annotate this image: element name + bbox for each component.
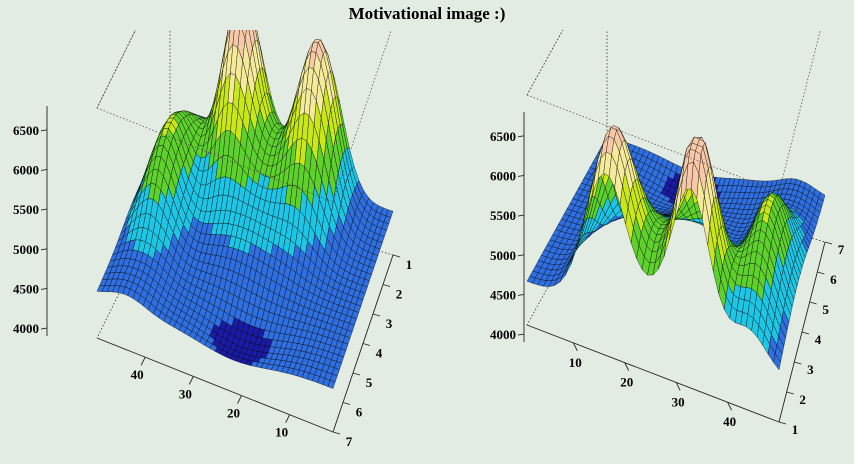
- left-x-tick-label: 20: [227, 406, 240, 421]
- left-y-tick-label: 5: [366, 375, 373, 390]
- right-surface-facet: [773, 353, 781, 371]
- left-z-tick-label: 5000: [13, 242, 39, 257]
- right-y-tick-label: 2: [799, 392, 806, 407]
- figure-title: Motivational image :): [348, 4, 506, 23]
- left-y-tick-label: 6: [356, 405, 363, 420]
- right-y-tick-label: 5: [822, 302, 829, 317]
- left-y-tick-label: 2: [396, 287, 403, 302]
- left-z-tick-label: 6500: [13, 123, 39, 138]
- left-y-tick-label: 4: [376, 346, 383, 361]
- right-y-tick-label: 7: [838, 242, 845, 257]
- right-y-tick-label: 4: [815, 332, 822, 347]
- right-z-axis: 4000 4500 5000 5500 6000 6500: [490, 112, 525, 342]
- left-surface-facet: [327, 380, 336, 389]
- right-surface: [526, 125, 826, 371]
- right-y-tick-label: 6: [830, 272, 837, 287]
- left-x-tick-label: 40: [131, 367, 144, 382]
- right-x-tick-label: 40: [723, 414, 736, 429]
- left-z-tick-label: 4500: [13, 281, 39, 296]
- right-z-tick-label: 4000: [490, 327, 516, 342]
- left-z-axis: 4000 4500 5000 5500 6000 6500: [13, 106, 48, 336]
- right-z-tick-label: 4500: [490, 287, 516, 302]
- left-y-tick-label: 7: [346, 434, 353, 449]
- right-z-tick-label: 5500: [490, 208, 516, 223]
- left-x-tick-label: 30: [179, 386, 192, 401]
- left-y-tick-label: 1: [406, 257, 413, 272]
- left-x-axis: 10 20 30 40: [131, 356, 291, 440]
- right-x-tick-label: 20: [620, 375, 633, 390]
- left-z-tick-label: 6000: [13, 162, 39, 177]
- right-z-tick-label: 5000: [490, 248, 516, 263]
- right-y-tick-label: 1: [792, 422, 799, 437]
- left-z-tick-label: 4000: [13, 321, 39, 336]
- right-y-tick-label: 3: [807, 362, 814, 377]
- left-surface: [96, 30, 394, 389]
- left-x-tick-label: 10: [275, 425, 288, 440]
- left-y-tick-label: 3: [386, 316, 393, 331]
- right-x-tick-label: 30: [672, 394, 685, 409]
- right-x-tick-label: 10: [569, 355, 582, 370]
- right-z-tick-label: 6000: [490, 168, 516, 183]
- left-z-tick-label: 5500: [13, 202, 39, 217]
- right-x-axis: 10 20 30 40: [569, 342, 736, 429]
- right-z-tick-label: 6500: [490, 129, 516, 144]
